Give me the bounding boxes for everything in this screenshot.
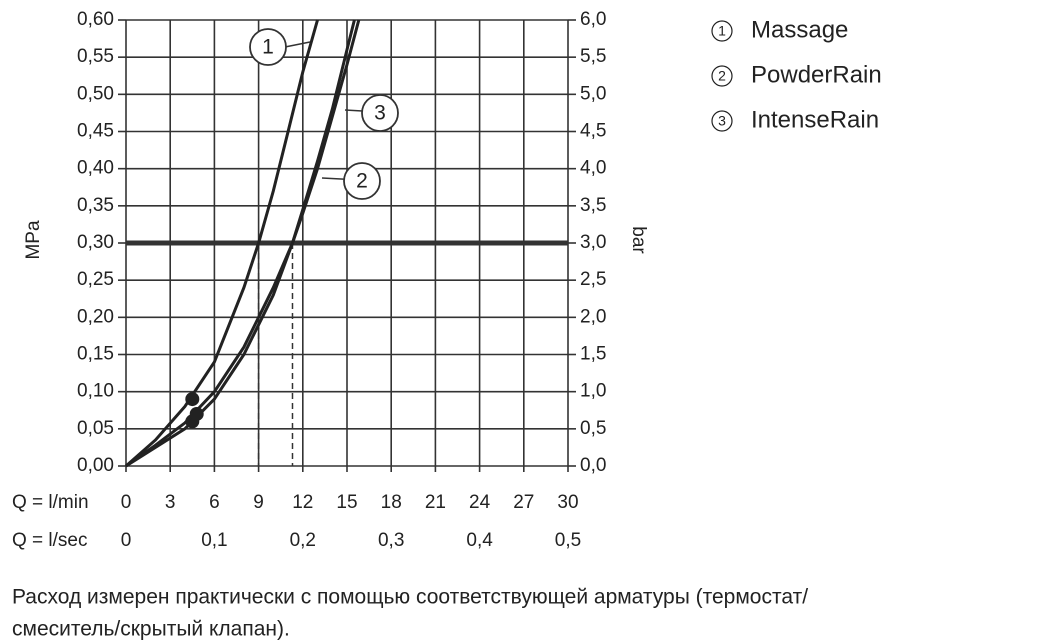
callout-circle <box>249 28 287 66</box>
callout-label: 1 <box>262 36 274 59</box>
x2-axis-label: Q = l/sec <box>12 530 88 551</box>
x-tick-label: 6 <box>209 492 220 513</box>
y-tick-label: 0,40 <box>77 158 114 179</box>
y-tick-label: 0,55 <box>77 46 114 67</box>
note-line: смеситель/скрытый клапан). <box>12 618 290 641</box>
y2-tick-label: 2,5 <box>580 269 606 290</box>
legend-label: PowderRain <box>751 61 882 88</box>
y2-tick-label: 0,0 <box>580 455 606 476</box>
x2-tick-label: 0,5 <box>555 530 581 551</box>
y-tick-label: 0,15 <box>77 344 114 365</box>
x-axis-label: Q = l/min <box>12 492 89 513</box>
x2-tick-label: 0,2 <box>290 530 316 551</box>
legend-label: IntenseRain <box>751 106 879 133</box>
legend-number: 3 <box>718 113 726 129</box>
curve <box>125 19 356 468</box>
x2-tick-label: 0 <box>121 530 132 551</box>
legend-number: 2 <box>718 68 726 84</box>
x2-tick-label: 0,1 <box>201 530 227 551</box>
legend-circle <box>711 110 733 132</box>
x-tick-label: 21 <box>425 492 446 513</box>
legend-circle <box>711 65 733 87</box>
y2-tick-label: 4,5 <box>580 121 606 142</box>
callout-leader <box>284 41 311 48</box>
y2-tick-label: 5,0 <box>580 83 606 104</box>
start-marker <box>185 392 200 407</box>
y2-tick-label: 3,0 <box>580 232 606 253</box>
x-tick-label: 27 <box>513 492 534 513</box>
callout-circle <box>361 94 399 132</box>
x2-tick-label: 0,4 <box>466 530 493 551</box>
y2-tick-label: 1,0 <box>580 381 606 402</box>
y-tick-label: 0,20 <box>77 306 114 327</box>
y2-axis-label: bar <box>628 226 649 254</box>
callout-circle <box>343 162 381 200</box>
y-tick-label: 0,45 <box>77 121 114 142</box>
y2-tick-label: 1,5 <box>580 344 606 365</box>
note-line: Расход измерен практически с помощью соо… <box>12 586 808 609</box>
y-tick-label: 0,35 <box>77 195 114 216</box>
legend-circle <box>711 20 733 42</box>
legend-number: 1 <box>718 23 726 39</box>
x-tick-label: 3 <box>165 492 176 513</box>
y-tick-label: 0,50 <box>77 83 114 104</box>
legend-label: Massage <box>751 16 848 43</box>
x-tick-label: 9 <box>253 492 264 513</box>
x-tick-label: 0 <box>121 492 132 513</box>
y-tick-label: 0,10 <box>77 381 114 402</box>
y-axis-label: MPa <box>23 220 44 260</box>
y-tick-label: 0,05 <box>77 418 114 439</box>
callout-label: 2 <box>356 170 368 193</box>
y2-tick-label: 5,5 <box>580 46 606 67</box>
y2-tick-label: 0,5 <box>580 418 606 439</box>
y-tick-label: 0,25 <box>77 269 114 290</box>
x-tick-label: 24 <box>469 492 491 513</box>
y-tick-label: 0,00 <box>77 455 114 476</box>
callout-label: 3 <box>374 102 386 125</box>
x-tick-label: 15 <box>336 492 357 513</box>
y2-tick-label: 3,5 <box>580 195 606 216</box>
x-tick-label: 30 <box>557 492 578 513</box>
curve <box>125 19 319 468</box>
y2-tick-label: 4,0 <box>580 158 606 179</box>
y2-tick-label: 6,0 <box>580 9 606 30</box>
x2-tick-label: 0,3 <box>378 530 404 551</box>
y-tick-label: 0,60 <box>77 9 114 30</box>
x-tick-label: 18 <box>381 492 402 513</box>
y-tick-label: 0,30 <box>77 232 114 253</box>
x-tick-label: 12 <box>292 492 313 513</box>
start-marker <box>189 406 204 421</box>
y2-tick-label: 2,0 <box>580 306 606 327</box>
